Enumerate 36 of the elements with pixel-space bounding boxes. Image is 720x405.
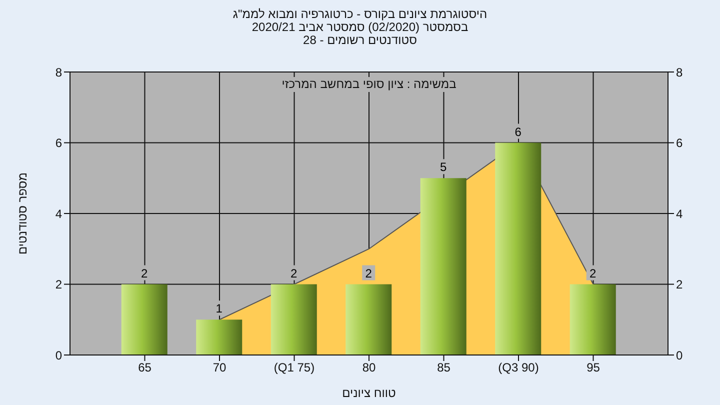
bar — [495, 142, 542, 355]
data-label: 5 — [440, 160, 448, 174]
data-label: 2 — [290, 266, 298, 280]
y-axis-title: מספר סטודנטים — [15, 172, 30, 255]
y-tick-label: 2 — [55, 278, 62, 292]
y2-tick-label: 4 — [676, 206, 683, 221]
y-tick-label: 8 — [55, 65, 62, 80]
y-tick-label: 4 — [55, 206, 62, 221]
x-tick-label: 65 — [138, 360, 152, 375]
bar — [196, 320, 242, 355]
bar — [346, 284, 392, 355]
bar — [420, 178, 466, 355]
x-axis-title: טווח ציונים — [342, 386, 396, 400]
data-label: 2 — [141, 266, 148, 280]
data-label: 2 — [365, 266, 372, 280]
x-tick-label: 95 — [586, 360, 600, 375]
y-tick-label: 0 — [55, 348, 62, 362]
chart-subtitle: בסמסטר (02/2020) סמסטר אביב 2020/21 סטודנטים רשומים - 28 — [250, 20, 470, 47]
y-tick-label: 6 — [55, 136, 62, 150]
y2-tick-label: 6 — [676, 136, 683, 150]
x-tick-label: 70 — [212, 360, 226, 375]
y2-tick-label: 0 — [676, 348, 683, 362]
bar — [570, 284, 616, 355]
x-tick-label: (Q1 75) — [274, 360, 315, 375]
y2-tick-label: 8 — [676, 65, 683, 80]
bar — [270, 284, 317, 355]
x-tick-label: 85 — [437, 360, 451, 375]
data-label: 2 — [590, 266, 597, 280]
data-label: 1 — [216, 302, 223, 316]
y2-tick-label: 2 — [676, 278, 683, 292]
x-tick-label: (Q3 90) — [498, 360, 539, 375]
chart-title: היסטוגרמת ציונים בקורס - כרטוגרפיה ומבוא לממ"ג — [232, 7, 488, 21]
bar — [121, 284, 168, 355]
data-label: 6 — [514, 124, 522, 139]
x-tick-label: 80 — [362, 360, 376, 375]
annotation: במשימה : ציון סופי במחשב המרכזי — [282, 77, 456, 91]
